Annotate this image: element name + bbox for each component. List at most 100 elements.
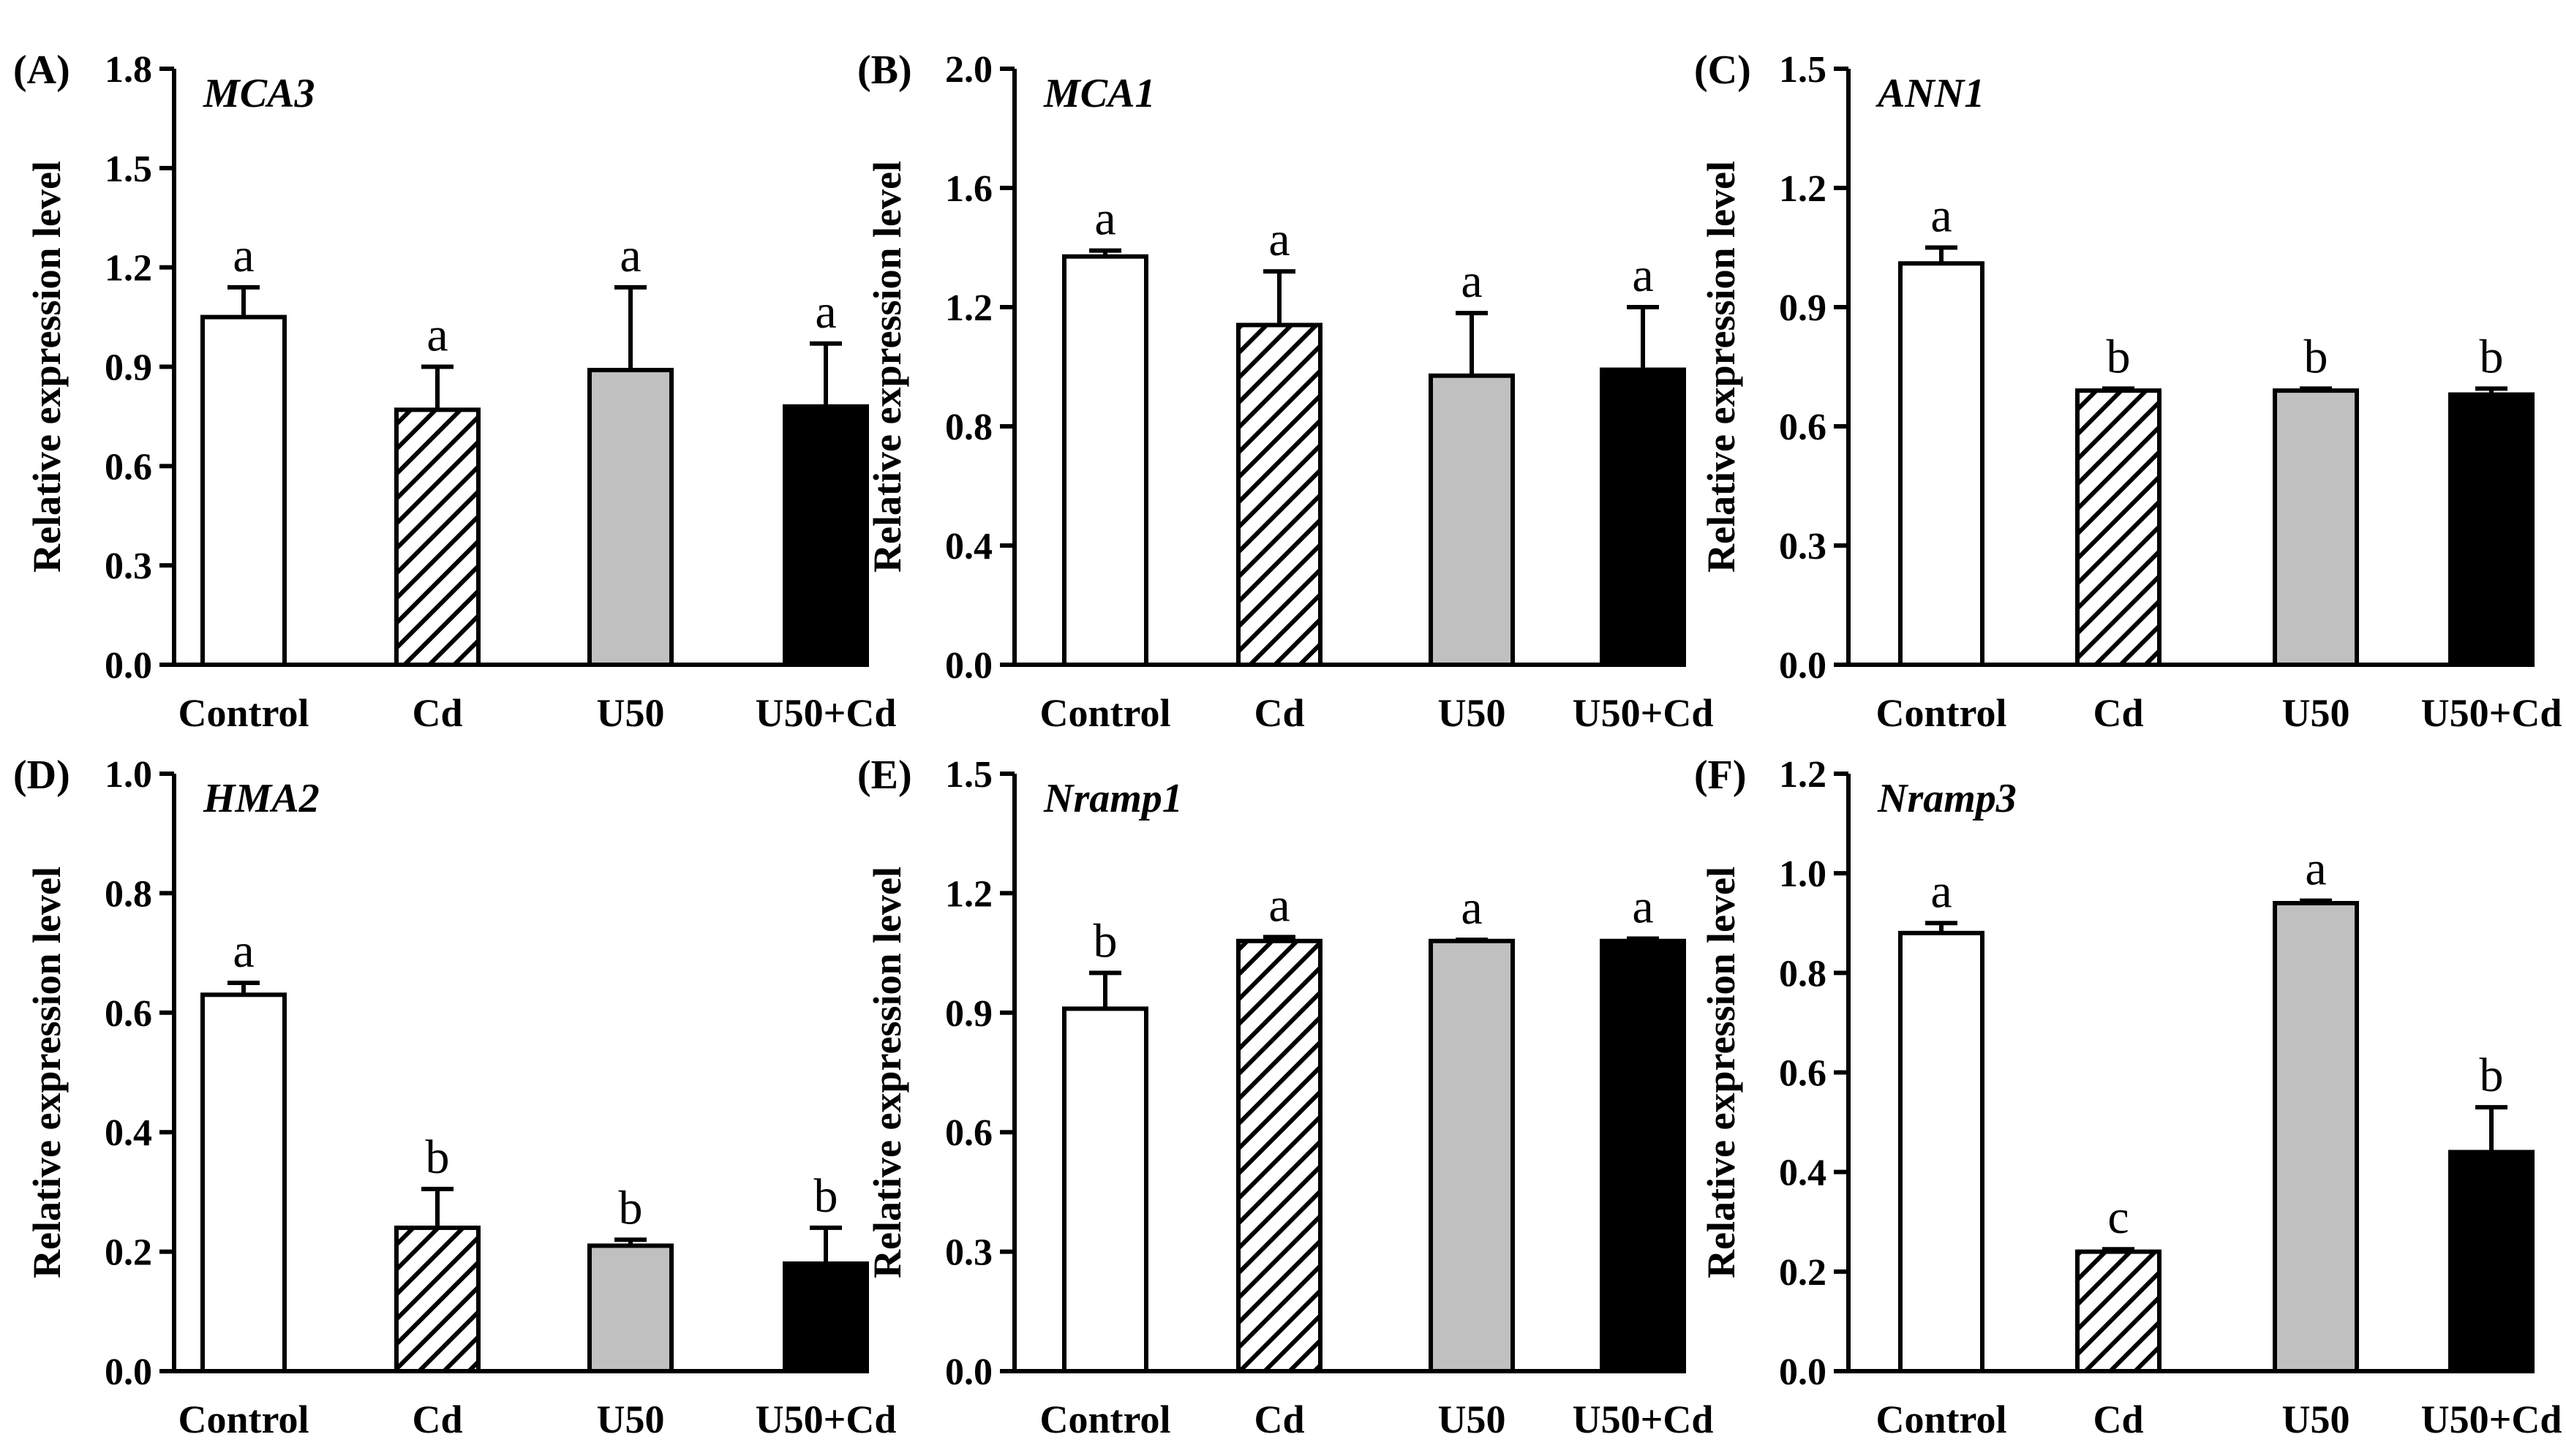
bar-control [1898, 930, 1984, 1374]
significance-letter: c [2107, 1191, 2129, 1244]
x-tick-label: Control [178, 691, 309, 735]
significance-letter: a [426, 309, 448, 362]
y-tick-label: 0.0 [1779, 1351, 1826, 1393]
x-tick-label: Control [1039, 1397, 1170, 1441]
x-tick-label: U50 [597, 691, 665, 735]
chart-title: MCA3 [203, 71, 315, 116]
panel-label: (E) [857, 752, 912, 798]
x-tick-label: Cd [1254, 691, 1304, 735]
y-tick-label: 0.9 [1779, 287, 1826, 329]
bar-u50-plus-cd [783, 1261, 869, 1373]
bar-u50-plus-cd [2448, 1150, 2535, 1374]
chart-title: ANN1 [1875, 71, 1984, 116]
bar-u50-plus-cd [2448, 392, 2535, 667]
y-tick-label: 0.9 [945, 993, 993, 1035]
x-tick-label: Cd [1254, 1397, 1304, 1441]
significance-letter: b [2480, 330, 2504, 383]
chart-title: Nramp3 [1877, 776, 2017, 821]
x-tick-label: Control [1875, 1397, 2006, 1441]
bar-cd [1236, 322, 1322, 667]
bar-u50 [1429, 938, 1515, 1373]
y-tick-label: 1.8 [105, 49, 152, 91]
x-tick-label: Cd [2093, 1397, 2143, 1441]
y-axis-label: Relative expression level [865, 867, 909, 1278]
significance-letter: a [1461, 881, 1482, 935]
significance-letter: b [814, 1169, 838, 1223]
x-tick-label: Control [178, 1397, 309, 1441]
y-tick-label: 2.0 [945, 49, 993, 91]
significance-letter: a [620, 229, 641, 282]
y-tick-label: 0.6 [1779, 1053, 1826, 1095]
y-tick-label: 0.2 [1779, 1252, 1826, 1294]
significance-letter: a [233, 229, 254, 282]
bar-u50 [587, 368, 674, 667]
bar-u50-plus-cd [783, 404, 869, 667]
y-tick-label: 1.2 [945, 873, 993, 915]
significance-letter: a [1632, 880, 1653, 933]
y-axis-label: Relative expression level [865, 161, 909, 573]
bar-control [200, 314, 287, 667]
significance-letter: a [1930, 864, 1952, 918]
significance-letter: a [815, 285, 836, 339]
y-axis-label: Relative expression level [25, 867, 69, 1278]
y-tick-label: 1.2 [1779, 754, 1826, 796]
x-tick-label: U50+Cd [756, 1397, 897, 1441]
significance-letter: b [1094, 914, 1118, 967]
significance-letter: b [2304, 330, 2328, 383]
y-axis-label: Relative expression level [25, 161, 69, 573]
significance-letter: b [426, 1131, 450, 1184]
y-tick-label: 0.9 [105, 347, 152, 389]
x-tick-label: Control [1875, 691, 2006, 735]
y-tick-label: 0.8 [945, 407, 993, 448]
x-tick-label: U50+Cd [2421, 691, 2562, 735]
bar-u50 [1429, 373, 1515, 667]
chart-panel-1: (A) MCA3 Relative expression level 0.0 0.3 0.… [13, 48, 896, 735]
y-tick-label: 1.5 [1779, 49, 1826, 91]
significance-letter: a [2305, 842, 2326, 896]
y-tick-label: 1.0 [1779, 853, 1826, 895]
bar-control [200, 992, 287, 1374]
bar-cd [394, 1225, 481, 1374]
significance-letter: a [1632, 249, 1653, 302]
significance-letter: a [1461, 254, 1482, 308]
y-tick-label: 1.2 [1779, 168, 1826, 210]
y-tick-label: 0.3 [945, 1232, 993, 1274]
y-tick-label: 0.0 [105, 1351, 152, 1393]
y-tick-label: 0.6 [1779, 407, 1826, 448]
y-tick-label: 0.6 [105, 446, 152, 488]
y-axis-label: Relative expression level [1699, 161, 1743, 573]
x-tick-label: U50 [1438, 1397, 1506, 1441]
y-tick-label: 0.0 [945, 645, 993, 687]
x-tick-label: U50 [1438, 691, 1506, 735]
x-tick-label: Cd [2093, 691, 2143, 735]
y-tick-label: 0.4 [945, 526, 993, 567]
significance-letter: b [2480, 1049, 2504, 1102]
x-tick-label: U50 [2282, 1397, 2350, 1441]
significance-letter: a [1268, 878, 1290, 932]
y-tick-label: 0.6 [105, 993, 152, 1035]
y-tick-label: 1.0 [105, 754, 152, 796]
y-tick-label: 1.5 [945, 754, 993, 796]
y-tick-label: 0.4 [1779, 1153, 1826, 1194]
y-tick-label: 1.2 [105, 248, 152, 290]
y-tick-label: 1.6 [945, 168, 993, 210]
bar-u50 [2273, 388, 2359, 667]
bar-u50-plus-cd [1600, 367, 1686, 667]
y-tick-label: 0.8 [1779, 953, 1826, 995]
x-tick-label: Cd [412, 691, 462, 735]
panel-label: (A) [13, 48, 70, 93]
chart-panel-2: (B) MCA1 Relative expression level 0.0 0.4 0.… [857, 48, 1713, 735]
y-tick-label: 0.4 [105, 1112, 152, 1154]
chart-title: MCA1 [1043, 71, 1156, 116]
panel-label: (C) [1694, 48, 1751, 93]
bar-u50-plus-cd [1600, 938, 1686, 1373]
bar-cd [1236, 938, 1322, 1373]
y-tick-label: 0.0 [945, 1351, 993, 1393]
significance-letter: a [1094, 192, 1115, 246]
bar-cd [2075, 388, 2161, 667]
chart-panel-3: (C) ANN1 Relative expression level 0.0 0.3 0.… [1694, 48, 2562, 735]
significance-letter: b [619, 1181, 643, 1234]
chart-panel-5: (E) Nramp1 Relative expression level 0.0 0.3… [857, 752, 1713, 1441]
chart-title: HMA2 [203, 776, 320, 821]
chart-panel-4: (D) HMA2 Relative expression level 0.0 0.2 0.… [13, 752, 896, 1441]
